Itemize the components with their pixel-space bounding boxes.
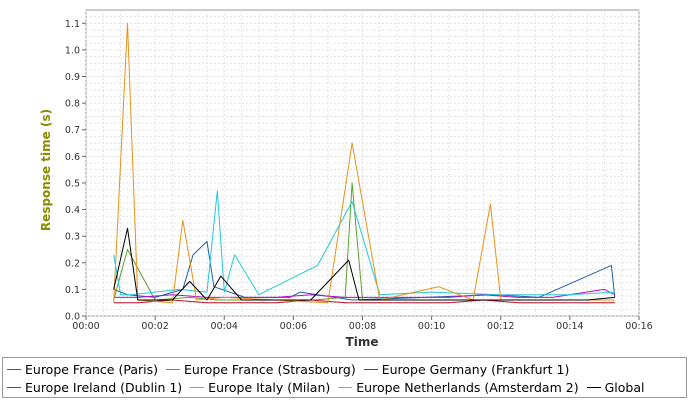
y-tick-label: 0.8: [65, 99, 80, 110]
x-tick-label: 00:14: [556, 321, 583, 332]
x-axis-title: Time: [346, 335, 379, 349]
legend-swatch: [7, 368, 21, 370]
y-tick-label: 0.3: [65, 232, 80, 243]
legend-item: Europe France (Paris): [7, 360, 158, 378]
x-tick-label: 00:10: [418, 321, 445, 332]
y-tick-label: 0.7: [65, 125, 80, 136]
legend-label: Europe Germany (Frankfurt 1): [381, 361, 570, 377]
x-tick-label: 00:00: [72, 321, 99, 332]
x-axis-ticks: 00:00 00:02 00:04 00:06 00:08 00:10 00:12 00:14…: [72, 316, 653, 332]
legend-label: Europe France (Strasbourg): [183, 361, 356, 377]
legend-item: Europe France (Strasbourg): [165, 360, 356, 378]
legend-item: Europe Italy (Milan): [190, 378, 330, 396]
legend-swatch: [190, 386, 205, 388]
legend-item: Europe Germany (Frankfurt 1): [363, 360, 570, 378]
y-tick-label: 0.5: [65, 178, 80, 189]
response-time-chart: 00:00 00:02 00:04 00:06 00:08 00:10 00:12 00:14…: [39, 9, 653, 349]
y-tick-label: 0.2: [65, 258, 80, 269]
legend-label: Europe Netherlands (Amsterdam 2): [356, 379, 579, 395]
x-tick-label: 00:02: [141, 321, 168, 332]
legend-swatch: [338, 386, 353, 388]
legend-item: Global: [586, 378, 645, 396]
y-tick-label: 0.1: [65, 285, 80, 296]
y-tick-label: 0.6: [65, 152, 80, 163]
x-tick-label: 00:16: [625, 321, 652, 332]
legend-label: Europe France (Paris): [25, 361, 158, 377]
y-tick-label: 0.9: [65, 72, 80, 83]
series-line: [113, 22, 615, 304]
series-lines: [113, 22, 616, 304]
legend-swatch: [7, 386, 21, 388]
y-tick-label: 1.1: [65, 19, 80, 30]
chart-legend: Europe France (Paris) Europe France (Stra…: [2, 357, 687, 398]
series-line: [113, 288, 616, 298]
x-tick-label: 00:08: [349, 321, 376, 332]
x-tick-label: 00:06: [280, 321, 307, 332]
legend-label: Europe Ireland (Dublin 1): [25, 379, 183, 395]
series-line: [113, 227, 615, 301]
legend-items: Europe France (Paris) Europe France (Stra…: [7, 360, 682, 396]
y-tick-label: 0.0: [65, 312, 80, 323]
legend-swatch: [165, 368, 180, 370]
legend-label: Europe Italy (Milan): [208, 379, 331, 395]
y-axis-ticks: 0.0 0.1 0.2 0.3 0.4 0.5 0.6 0.7 0.8 0.9 1.0 1.1: [65, 19, 86, 323]
x-tick-label: 00:04: [211, 321, 238, 332]
legend-label: Global: [604, 379, 645, 395]
legend-swatch: [586, 386, 601, 388]
legend-item: Europe Ireland (Dublin 1): [7, 378, 182, 396]
legend-item: Europe Netherlands (Amsterdam 2): [338, 378, 579, 396]
y-tick-label: 1.0: [65, 45, 80, 56]
legend-swatch: [363, 368, 378, 370]
y-tick-label: 0.4: [65, 205, 80, 216]
y-axis-title: Response time (s): [39, 109, 53, 231]
series-line: [113, 299, 615, 304]
x-tick-label: 00:12: [487, 321, 514, 332]
